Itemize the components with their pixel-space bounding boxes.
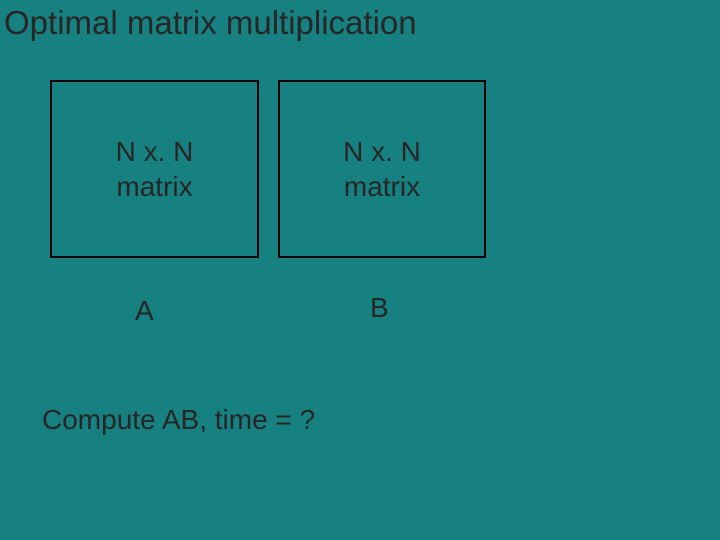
- compute-text: Compute AB, time = ?: [42, 404, 315, 436]
- page-title: Optimal matrix multiplication: [4, 4, 417, 42]
- matrix-b-label: B: [370, 292, 389, 324]
- matrix-a-box: N x. N matrix: [50, 80, 259, 258]
- matrix-b-line1: N x. N: [343, 134, 421, 169]
- matrix-b-box: N x. N matrix: [278, 80, 486, 258]
- matrix-a-line1: N x. N: [116, 134, 194, 169]
- slide: Optimal matrix multiplication N x. N mat…: [0, 0, 720, 540]
- matrix-a-label: A: [135, 295, 154, 327]
- matrix-a-line2: matrix: [116, 169, 192, 204]
- matrix-b-line2: matrix: [344, 169, 420, 204]
